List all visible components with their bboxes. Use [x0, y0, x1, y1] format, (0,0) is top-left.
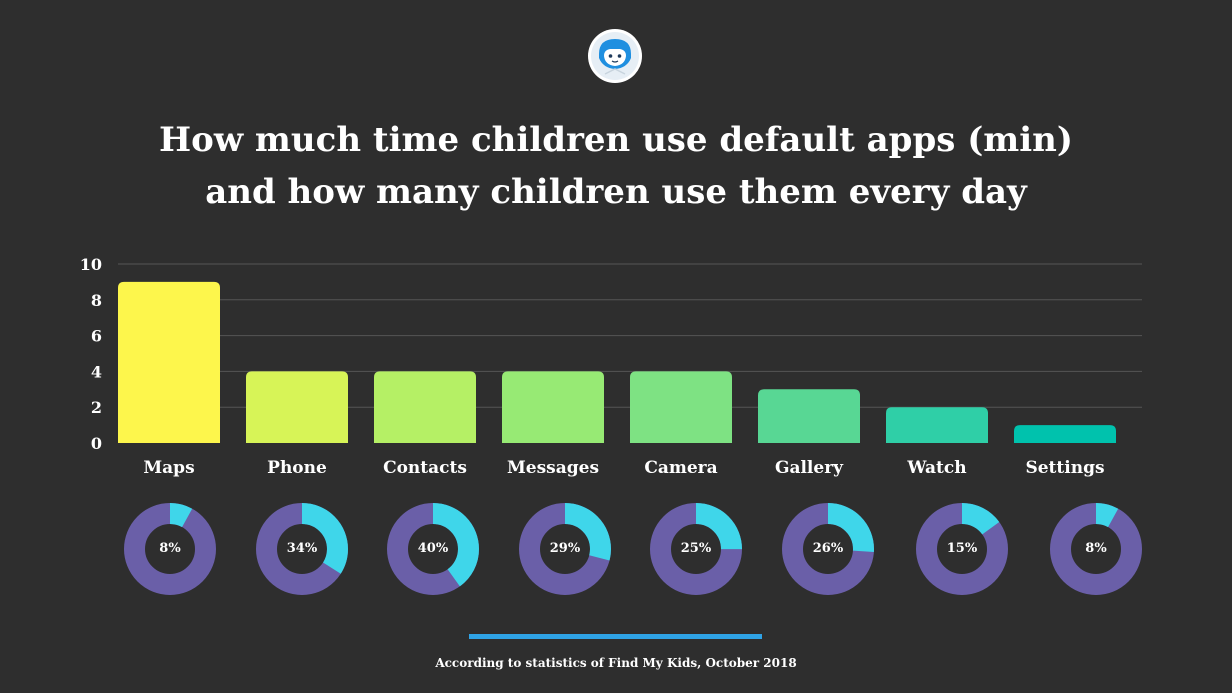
donut-slice	[124, 503, 216, 595]
donut-slice	[519, 503, 611, 595]
x-tick-label: Phone	[267, 458, 327, 478]
donut-slice	[782, 503, 874, 595]
x-tick-label: Settings	[1025, 458, 1104, 478]
donut-maps: 8%	[123, 502, 217, 596]
donut-watch: 15%	[915, 502, 1009, 596]
y-tick-label: 10	[80, 255, 102, 274]
x-tick-label: Gallery	[775, 458, 844, 478]
y-tick-label: 6	[91, 327, 102, 346]
title-line-2: and how many children use them every day	[205, 172, 1027, 212]
donut-svg	[256, 503, 348, 595]
donut-svg	[124, 503, 216, 595]
donut-percent-label: 15%	[946, 541, 978, 556]
donut-slice	[387, 503, 479, 595]
donut-slice	[1050, 503, 1142, 595]
donut-slice	[650, 503, 742, 595]
donut-percent-label: 26%	[812, 541, 844, 556]
donut-svg	[387, 503, 479, 595]
donut-gallery: 26%	[781, 502, 875, 596]
donut-percent-label: 25%	[680, 541, 712, 556]
y-tick-label: 4	[91, 362, 102, 381]
donut-slice	[256, 503, 348, 595]
donut-svg	[650, 503, 742, 595]
title-line-1: How much time children use default apps …	[159, 120, 1073, 160]
donut-slice	[916, 503, 1008, 595]
donut-contacts: 40%	[386, 502, 480, 596]
bar-contacts	[374, 371, 476, 443]
x-tick-label: Maps	[143, 458, 194, 478]
donut-svg	[519, 503, 611, 595]
x-tick-label: Camera	[644, 458, 717, 478]
bar-watch	[886, 407, 988, 443]
y-tick-label: 8	[91, 291, 102, 310]
find-my-kids-logo-icon	[588, 29, 642, 83]
donut-percent-label: 34%	[286, 541, 318, 556]
donut-camera: 25%	[649, 502, 743, 596]
bar-chart: 0 2 4 6 8 10 Maps Phone Contacts Messages Camera Ga…	[80, 255, 1142, 478]
x-tick-label: Contacts	[383, 458, 467, 478]
x-tick-label: Messages	[507, 458, 599, 478]
bar-messages	[502, 371, 604, 443]
donut-messages: 29%	[518, 502, 612, 596]
bar-camera	[630, 371, 732, 443]
donut-svg	[782, 503, 874, 595]
x-tick-label: Watch	[906, 458, 966, 478]
donut-svg	[916, 503, 1008, 595]
source-footnote: According to statistics of Find My Kids,…	[435, 656, 797, 670]
bar-settings	[1014, 425, 1116, 443]
donut-settings: 8%	[1049, 502, 1143, 596]
donut-percent-label: 29%	[549, 541, 581, 556]
bar-maps	[118, 281, 220, 443]
y-tick-label: 2	[91, 398, 102, 417]
y-tick-label: 0	[91, 434, 102, 453]
chart-title: How much time children use default apps …	[0, 114, 1232, 218]
donut-phone: 34%	[255, 502, 349, 596]
bar-phone	[246, 371, 348, 443]
bar-gallery	[758, 389, 860, 443]
donut-percent-label: 8%	[159, 541, 181, 556]
donut-svg	[1050, 503, 1142, 595]
donut-percent-label: 40%	[417, 541, 449, 556]
donut-percent-label: 8%	[1085, 541, 1107, 556]
divider-rule	[469, 634, 762, 639]
